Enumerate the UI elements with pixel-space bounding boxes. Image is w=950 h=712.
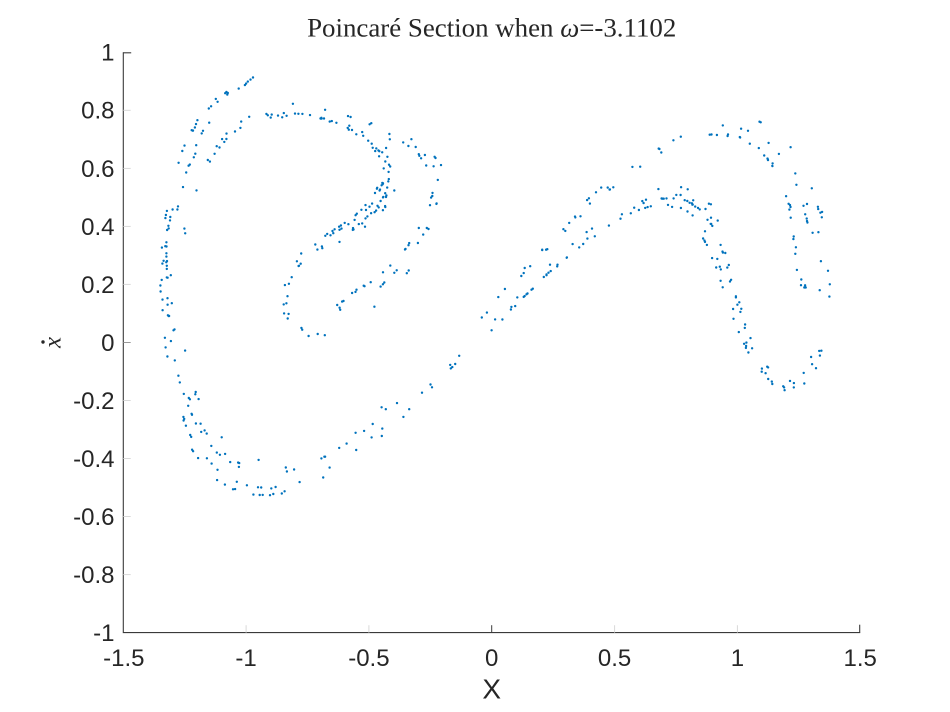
svg-text:-0.8: -0.8 bbox=[73, 562, 114, 589]
svg-text:Poincaré Section when ω=-3.110: Poincaré Section when ω=-3.1102 bbox=[307, 13, 676, 43]
svg-text:-0.2: -0.2 bbox=[73, 388, 114, 415]
svg-text:1: 1 bbox=[731, 645, 744, 672]
svg-text:0.8: 0.8 bbox=[81, 98, 114, 125]
svg-text:-0.6: -0.6 bbox=[73, 504, 114, 531]
svg-text:1.5: 1.5 bbox=[844, 645, 877, 672]
svg-text:-0.5: -0.5 bbox=[348, 645, 389, 672]
svg-text:0: 0 bbox=[485, 645, 498, 672]
svg-text:X: X bbox=[482, 674, 501, 705]
svg-text:0.6: 0.6 bbox=[81, 156, 114, 183]
svg-text:x: x bbox=[40, 337, 67, 349]
svg-text:-1: -1 bbox=[235, 645, 256, 672]
svg-text:0.2: 0.2 bbox=[81, 272, 114, 299]
svg-text:0.4: 0.4 bbox=[81, 214, 114, 241]
svg-text:0: 0 bbox=[101, 330, 114, 357]
svg-text:1: 1 bbox=[101, 40, 114, 67]
svg-text:-1.5: -1.5 bbox=[103, 645, 144, 672]
svg-text:-1: -1 bbox=[93, 620, 114, 647]
svg-text:0.5: 0.5 bbox=[598, 645, 631, 672]
svg-text:-0.4: -0.4 bbox=[73, 446, 114, 473]
